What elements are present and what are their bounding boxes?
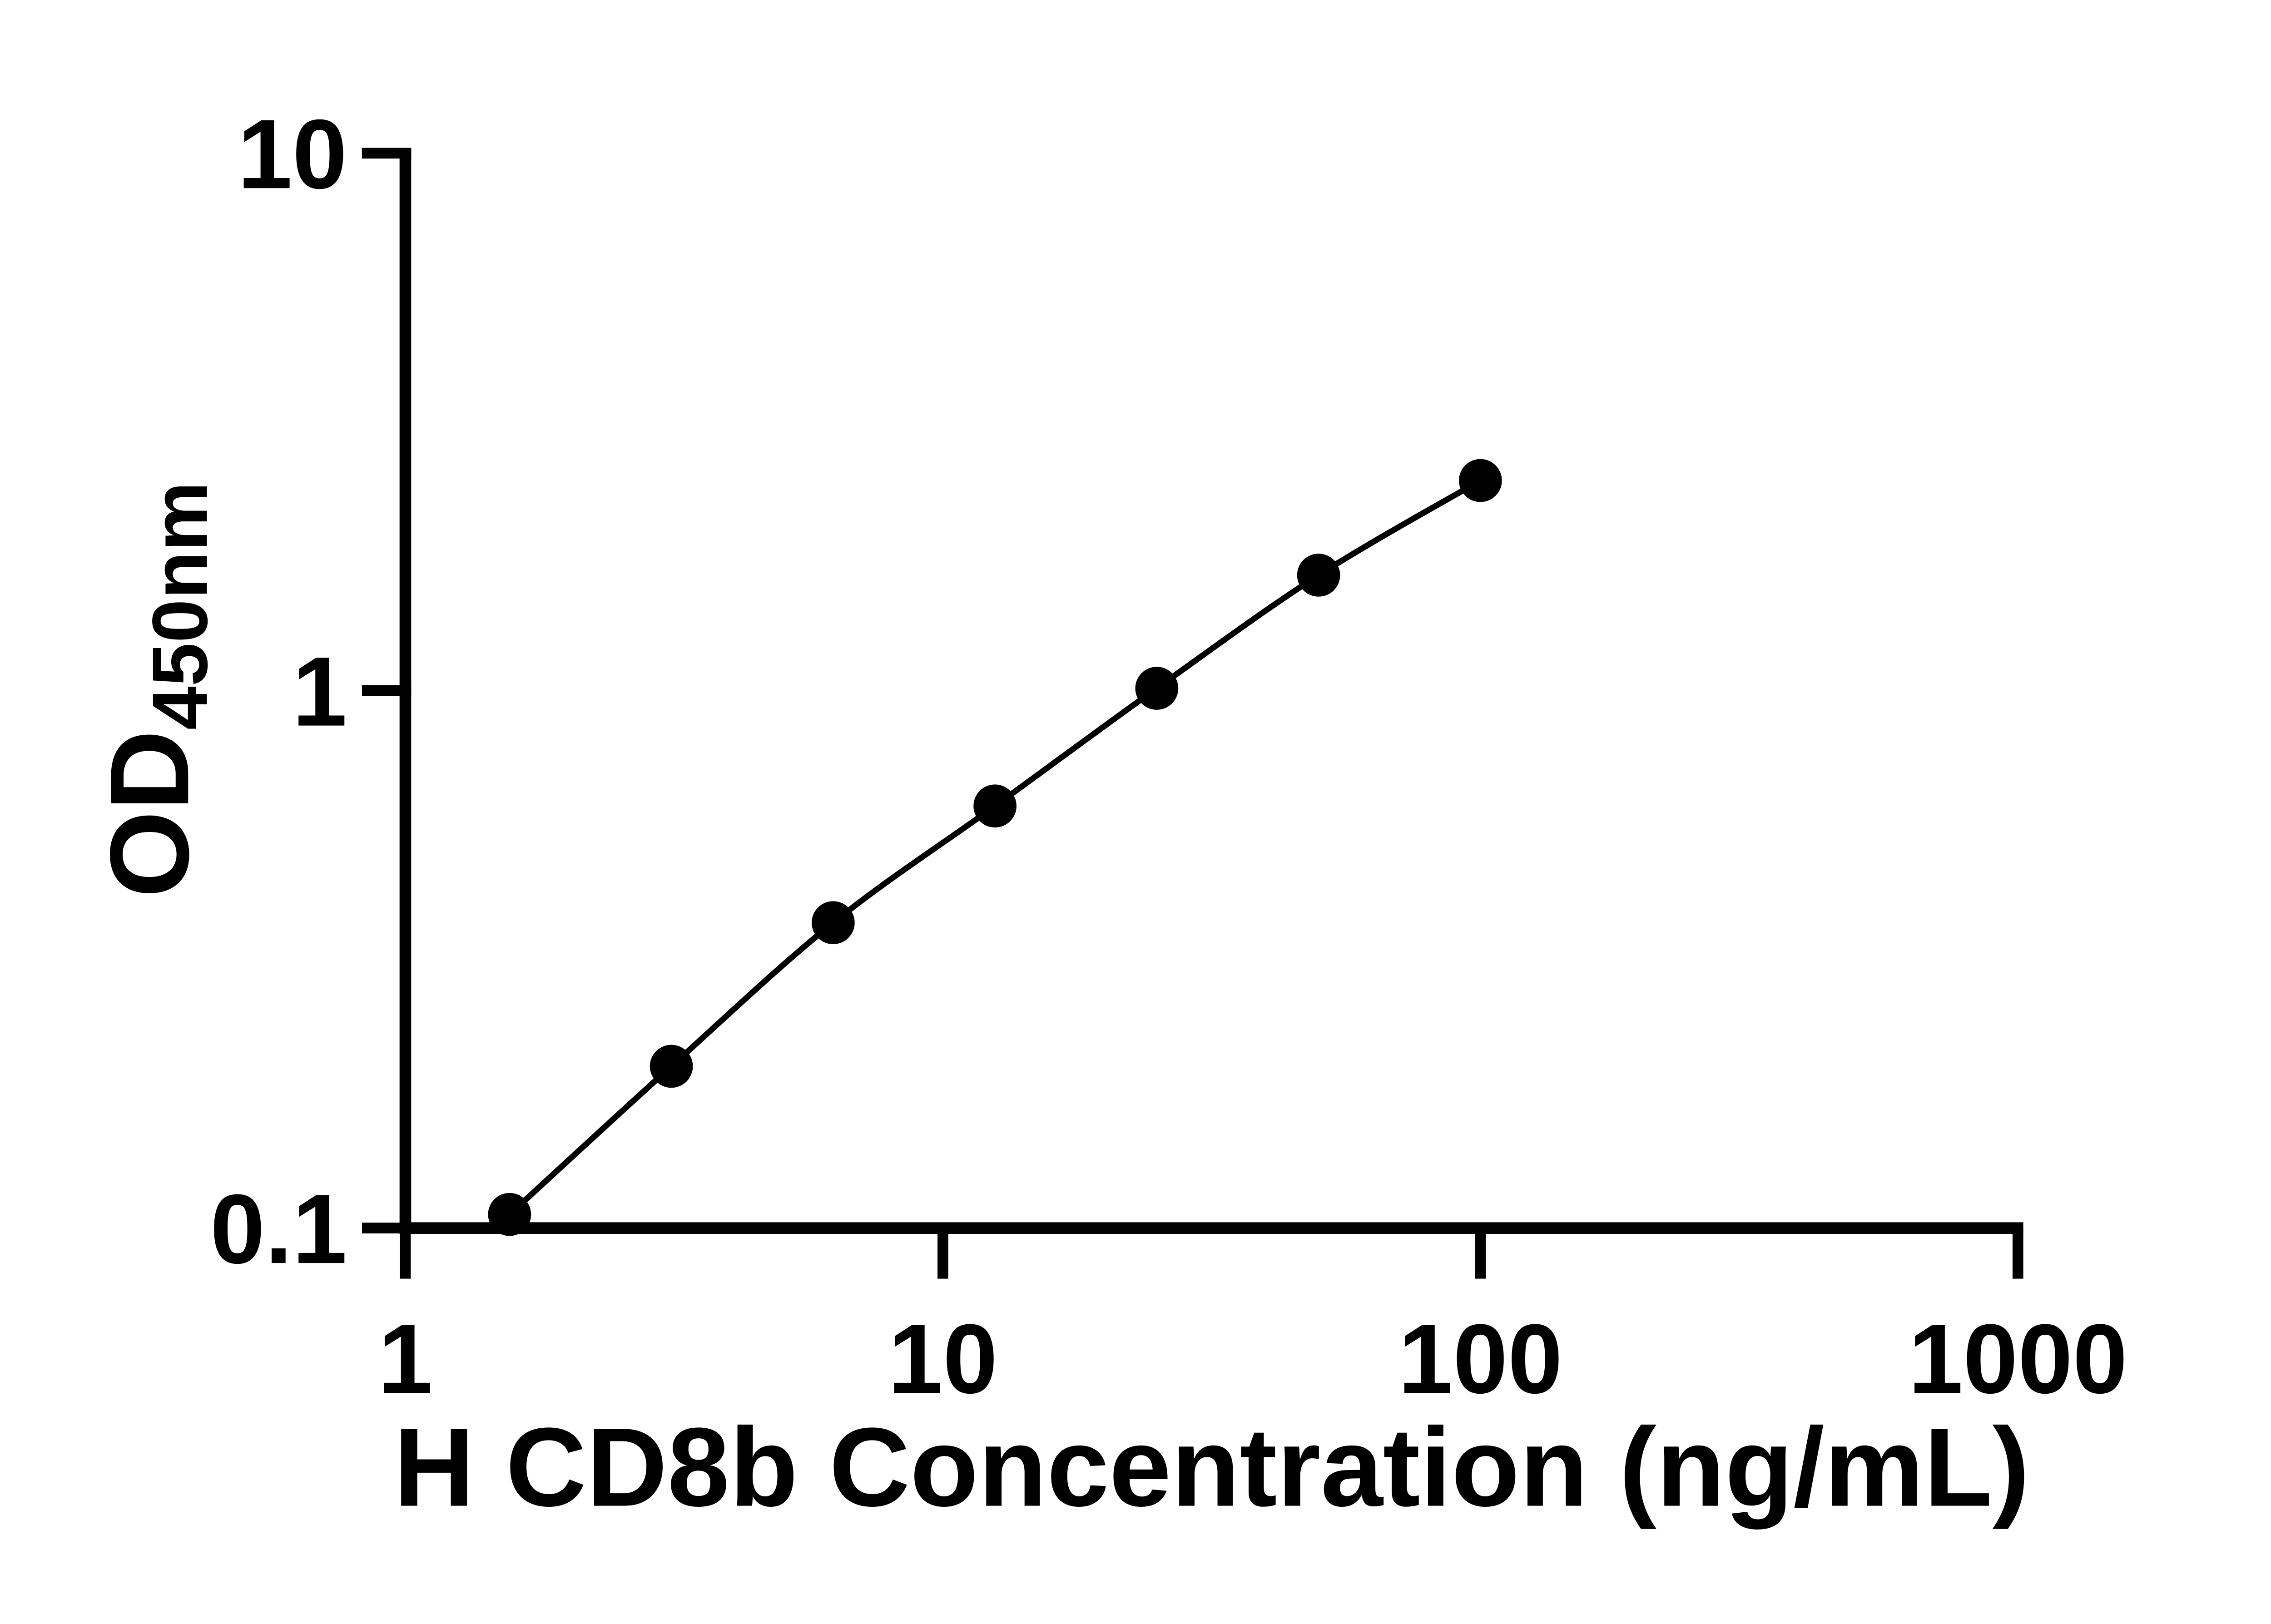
x-tick-label: 1000 [1908,1304,2127,1414]
data-point-marker [1459,459,1502,502]
data-point-marker [973,784,1016,828]
y-axis-title: OD450nm [87,481,223,898]
standard-curve-line [507,478,1482,1217]
y-tick-label: 10 [238,99,347,209]
data-point-marker [650,1045,693,1088]
y-tick-label: 0.1 [210,1174,347,1284]
data-point-marker [488,1193,531,1236]
x-tick-label: 100 [1398,1304,1562,1414]
x-tick-label: 10 [888,1304,997,1414]
data-point-marker [1135,667,1179,710]
x-axis-title: H CD8b Concentration (ng/mL) [394,1405,2030,1530]
data-point-marker [812,901,855,945]
data-point-marker [1297,554,1340,597]
x-tick-label: 1 [378,1304,433,1414]
y-tick-label: 1 [293,637,347,747]
